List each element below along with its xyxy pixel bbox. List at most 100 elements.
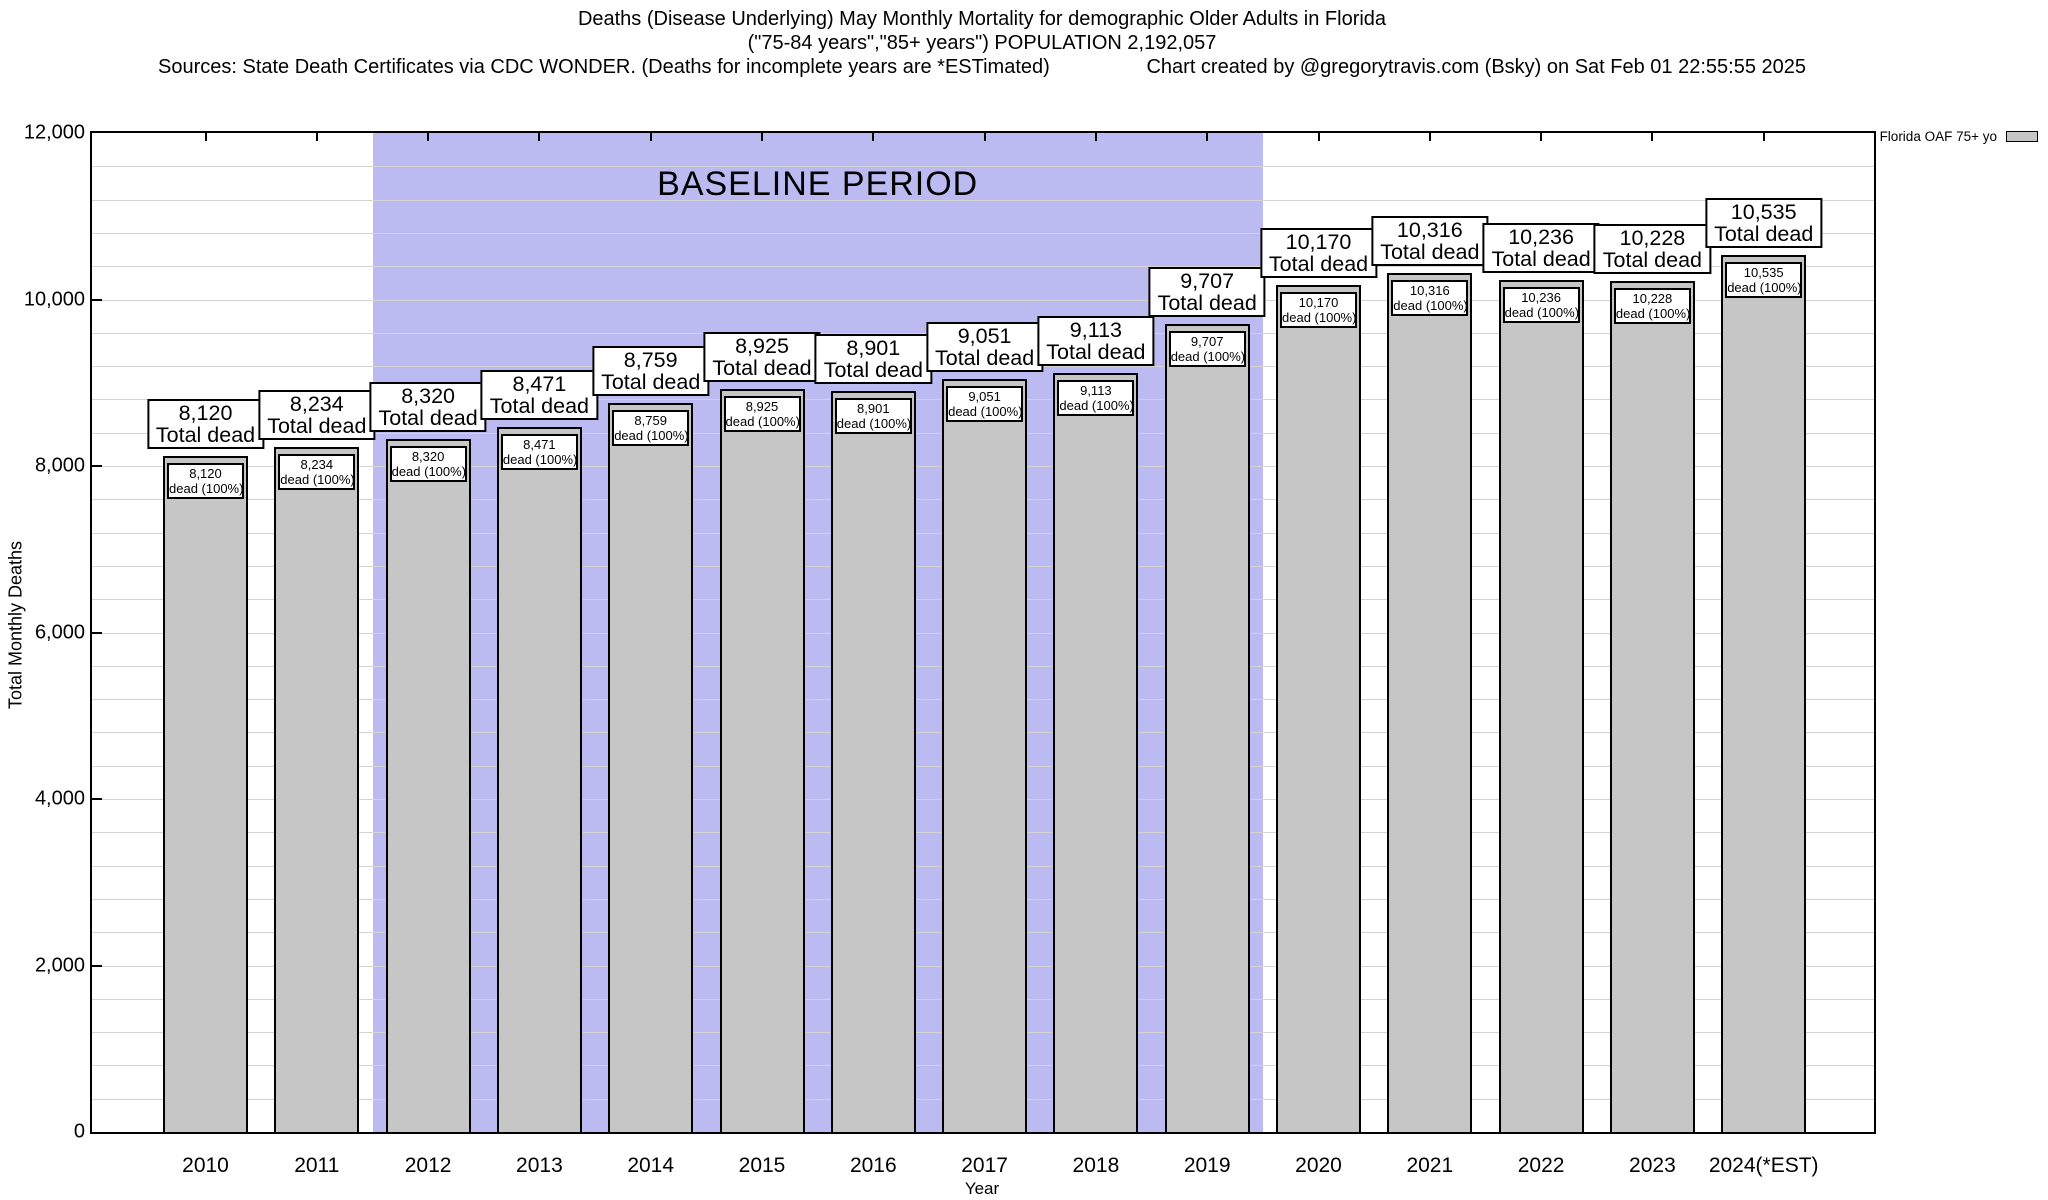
- x-axis-tick-top: [1317, 133, 1320, 141]
- x-axis-tick-label: 2014: [627, 1154, 675, 1177]
- bar-total-value: 9,113: [1069, 318, 1122, 343]
- bar-total-label: 9,113 Total dead: [1037, 316, 1155, 367]
- bar-total-suffix: Total dead: [1157, 290, 1257, 315]
- bar-2014: 8,759 dead (100%): [608, 402, 694, 1132]
- chart-subtitle-row: Sources: State Death Certificates via CD…: [158, 56, 1806, 79]
- bar-total-value: 8,901: [846, 336, 901, 360]
- x-axis-tick-label: 2018: [1072, 1154, 1120, 1177]
- y-axis-tick: [92, 631, 102, 634]
- bar-inner-suffix: dead (100%): [280, 471, 355, 487]
- bar-2024(*EST): 10,535 dead (100%): [1721, 255, 1807, 1132]
- bar-total-suffix: Total dead: [712, 356, 812, 380]
- bar-inner-label: 9,113 dead (100%): [1057, 380, 1135, 417]
- bar-inner-label: 8,471 dead (100%): [500, 433, 578, 470]
- chart-title-line2: ("75-84 years","85+ years") POPULATION 2…: [747, 32, 1217, 54]
- bar-total-suffix: Total dead: [1602, 247, 1702, 272]
- bar-total-label: 9,707 Total dead: [1148, 266, 1266, 317]
- bar-total-label: 10,236 Total dead: [1482, 222, 1600, 273]
- baseline-period-label: BASELINE PERIOD: [657, 165, 979, 203]
- credit-note: Chart created by @gregorytravis.com (Bsk…: [1146, 56, 1806, 78]
- x-axis-title: Year: [964, 1179, 1000, 1198]
- bar-total-label: 10,535 Total dead: [1705, 198, 1823, 248]
- chart-title-line1: Deaths (Disease Underlying) May Monthly …: [577, 8, 1387, 30]
- bar-inner-suffix: dead (100%): [1615, 305, 1691, 321]
- x-axis-tick-label: 2021: [1406, 1154, 1454, 1177]
- bar-inner-value: 9,707: [1190, 333, 1224, 349]
- x-axis-tick-top: [315, 133, 318, 141]
- bar-total-label: 8,759 Total dead: [592, 345, 710, 396]
- x-axis-tick-label: 2013: [516, 1154, 563, 1177]
- bar-total-suffix: Total dead: [378, 406, 478, 431]
- bar-total-suffix: Total dead: [155, 423, 256, 447]
- bar-inner-label: 8,234 dead (100%): [278, 453, 356, 490]
- bar-total-value: 10,170: [1285, 230, 1352, 255]
- bar-inner-value: 10,170: [1298, 295, 1339, 311]
- bar-total-label: 8,925 Total dead: [703, 332, 821, 382]
- x-axis-tick-label: 2023: [1629, 1154, 1676, 1177]
- bar-2010: 8,120 dead (100%): [163, 456, 248, 1132]
- y-axis-tick: [92, 798, 102, 800]
- x-axis-tick-top: [538, 133, 541, 141]
- bar-inner-label: 8,120 dead (100%): [167, 463, 244, 499]
- bar-total-value: 10,228: [1619, 225, 1686, 250]
- bar-total-label: 8,234 Total dead: [258, 389, 376, 440]
- bar-inner-suffix: dead (100%): [502, 451, 578, 467]
- bar-2013: 8,471 dead (100%): [496, 426, 582, 1132]
- bar-inner-value: 8,759: [634, 412, 667, 428]
- y-axis-tick-label: 12,000: [23, 121, 85, 144]
- bar-2016: 8,901 dead (100%): [830, 391, 916, 1132]
- bar-total-suffix: Total dead: [267, 413, 367, 438]
- bar-total-value: 10,535: [1730, 200, 1797, 224]
- x-axis-tick-top: [872, 133, 875, 141]
- bar-inner-label: 10,170 dead (100%): [1280, 292, 1357, 329]
- bar-inner-label: 8,925 dead (100%): [723, 396, 801, 432]
- bar-total-label: 8,901 Total dead: [814, 334, 932, 384]
- bar-inner-suffix: dead (100%): [614, 427, 689, 443]
- bar-inner-value: 9,113: [1080, 383, 1112, 399]
- bar-2012: 8,320 dead (100%): [385, 439, 471, 1132]
- gridline: [92, 266, 1874, 268]
- x-axis-tick-label: 2015: [738, 1154, 786, 1177]
- bar-inner-value: 8,901: [857, 401, 890, 416]
- bar-inner-label: 9,707 dead (100%): [1168, 330, 1246, 367]
- bar-total-suffix: Total dead: [1714, 222, 1814, 246]
- bar-inner-value: 10,228: [1632, 290, 1673, 306]
- bar-inner-suffix: dead (100%): [1170, 348, 1246, 364]
- bar-inner-value: 9,051: [968, 388, 1001, 404]
- bar-inner-label: 8,901 dead (100%): [834, 398, 912, 434]
- bar-inner-value: 8,471: [523, 436, 556, 452]
- bar-inner-suffix: dead (100%): [1504, 304, 1580, 320]
- x-axis-tick-top: [1428, 133, 1431, 141]
- gridline: [92, 166, 1874, 168]
- bar-total-label: 8,471 Total dead: [480, 369, 598, 420]
- bar-inner-value: 8,234: [300, 456, 334, 472]
- bar-inner-value: 10,236: [1521, 289, 1561, 305]
- x-axis-tick-top: [1094, 133, 1097, 141]
- bar-inner-label: 10,535 dead (100%): [1725, 262, 1803, 298]
- bar-inner-label: 9,051 dead (100%): [946, 385, 1024, 422]
- y-axis-tick-label: 10,000: [23, 288, 85, 310]
- bar-inner-suffix: dead (100%): [169, 481, 244, 496]
- bar-total-suffix: Total dead: [823, 358, 923, 382]
- bar-total-label: 8,120 Total dead: [146, 399, 265, 449]
- bar-total-value: 9,051: [957, 323, 1012, 348]
- plot-area: BASELINE PERIOD 8,120 dead (100%) 8,120 Tot…: [90, 131, 1876, 1134]
- bar-total-value: 9,707: [1180, 268, 1235, 293]
- bar-inner-value: 10,535: [1743, 265, 1784, 280]
- bar-total-suffix: Total dead: [601, 369, 701, 394]
- y-axis-tick-label: 4,000: [34, 787, 85, 810]
- x-axis-tick-label: 2010: [182, 1154, 229, 1177]
- y-axis-tick-label: 0: [73, 1120, 85, 1143]
- bar-inner-suffix: dead (100%): [1059, 398, 1134, 414]
- gridline: [92, 199, 1874, 201]
- y-axis-tick: [92, 298, 102, 301]
- bar-total-label: 9,051 Total dead: [925, 321, 1044, 372]
- bar-total-suffix: Total dead: [1491, 246, 1591, 271]
- bar-inner-label: 8,759 dead (100%): [612, 409, 690, 446]
- bar-inner-suffix: dead (100%): [1727, 280, 1802, 295]
- bar-total-value: 8,925: [735, 334, 789, 358]
- y-axis-tick-label: 2,000: [34, 954, 85, 976]
- bar-inner-value: 8,320: [411, 449, 445, 465]
- bar-inner-suffix: dead (100%): [725, 414, 800, 429]
